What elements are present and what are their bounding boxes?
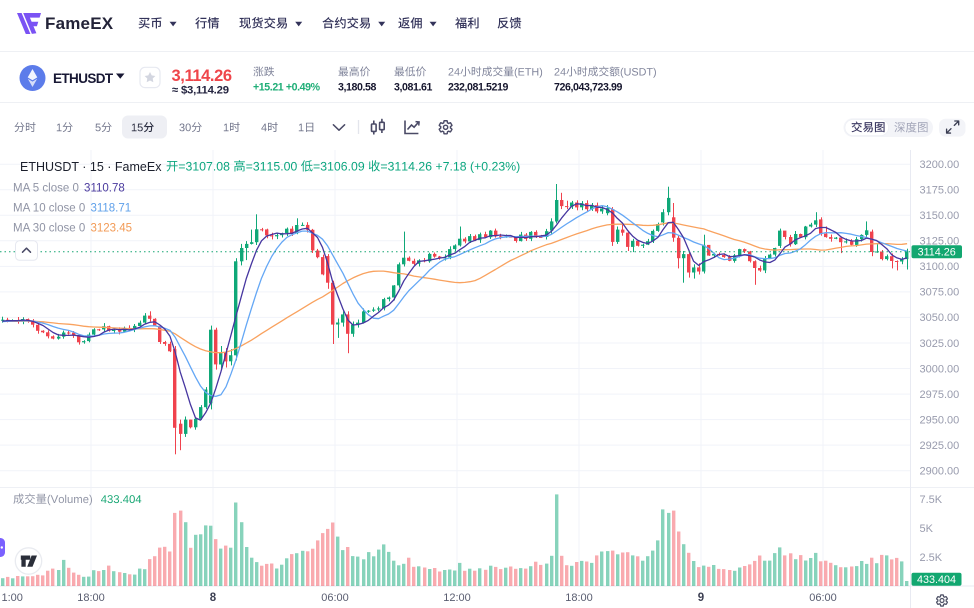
svg-text:+15.21 +0.49%: +15.21 +0.49% bbox=[253, 82, 321, 94]
svg-text:232,081.5219: 232,081.5219 bbox=[448, 82, 509, 94]
svg-text:3175.00: 3175.00 bbox=[920, 185, 960, 197]
svg-text:ETHUSDT: ETHUSDT bbox=[53, 71, 114, 86]
svg-text:3,180.58: 3,180.58 bbox=[338, 82, 377, 94]
svg-text:1:00: 1:00 bbox=[2, 592, 23, 604]
svg-text:MA 5 close 0 3110.78: MA 5 close 0 3110.78 bbox=[13, 183, 125, 195]
svg-text:8: 8 bbox=[210, 592, 217, 604]
svg-text:18:00: 18:00 bbox=[565, 592, 593, 604]
svg-text:18:00: 18:00 bbox=[77, 592, 105, 604]
svg-text:3125.00: 3125.00 bbox=[920, 236, 960, 248]
svg-text:12:00: 12:00 bbox=[443, 592, 471, 604]
svg-text:2.5K: 2.5K bbox=[920, 552, 943, 564]
svg-text:3025.00: 3025.00 bbox=[920, 338, 960, 350]
svg-text:ETHUSDT · 15 · FameEx: ETHUSDT · 15 · FameEx bbox=[20, 160, 162, 174]
svg-text:06:00: 06:00 bbox=[809, 592, 837, 604]
svg-text:3100.00: 3100.00 bbox=[920, 261, 960, 273]
svg-text:726,043,723.99: 726,043,723.99 bbox=[554, 82, 623, 94]
svg-text:MA 10 close 0 3118.71: MA 10 close 0 3118.71 bbox=[13, 203, 131, 215]
svg-text:2975.00: 2975.00 bbox=[920, 389, 960, 401]
svg-text:3050.00: 3050.00 bbox=[920, 312, 960, 324]
svg-text:3075.00: 3075.00 bbox=[920, 287, 960, 299]
svg-text:3150.00: 3150.00 bbox=[920, 210, 960, 222]
svg-text:2900.00: 2900.00 bbox=[920, 466, 960, 478]
svg-text:≈ $3,114.29: ≈ $3,114.29 bbox=[172, 85, 229, 97]
svg-text:3,114.26: 3,114.26 bbox=[172, 67, 232, 85]
svg-text:3200.00: 3200.00 bbox=[920, 159, 960, 171]
svg-text:3000.00: 3000.00 bbox=[920, 363, 960, 375]
svg-text:FameEX: FameEX bbox=[45, 14, 114, 33]
svg-text:2950.00: 2950.00 bbox=[920, 414, 960, 426]
svg-text:3114.26: 3114.26 bbox=[918, 246, 956, 258]
svg-text:7.5K: 7.5K bbox=[920, 494, 943, 506]
svg-text:9: 9 bbox=[698, 592, 704, 604]
svg-text:06:00: 06:00 bbox=[321, 592, 349, 604]
svg-text:5K: 5K bbox=[920, 523, 934, 535]
svg-text:3,081.61: 3,081.61 bbox=[394, 82, 433, 94]
svg-text:433.404: 433.404 bbox=[917, 574, 956, 586]
svg-text:MA 30 close 0 3123.45: MA 30 close 0 3123.45 bbox=[13, 223, 132, 235]
svg-text:2925.00: 2925.00 bbox=[920, 440, 960, 452]
